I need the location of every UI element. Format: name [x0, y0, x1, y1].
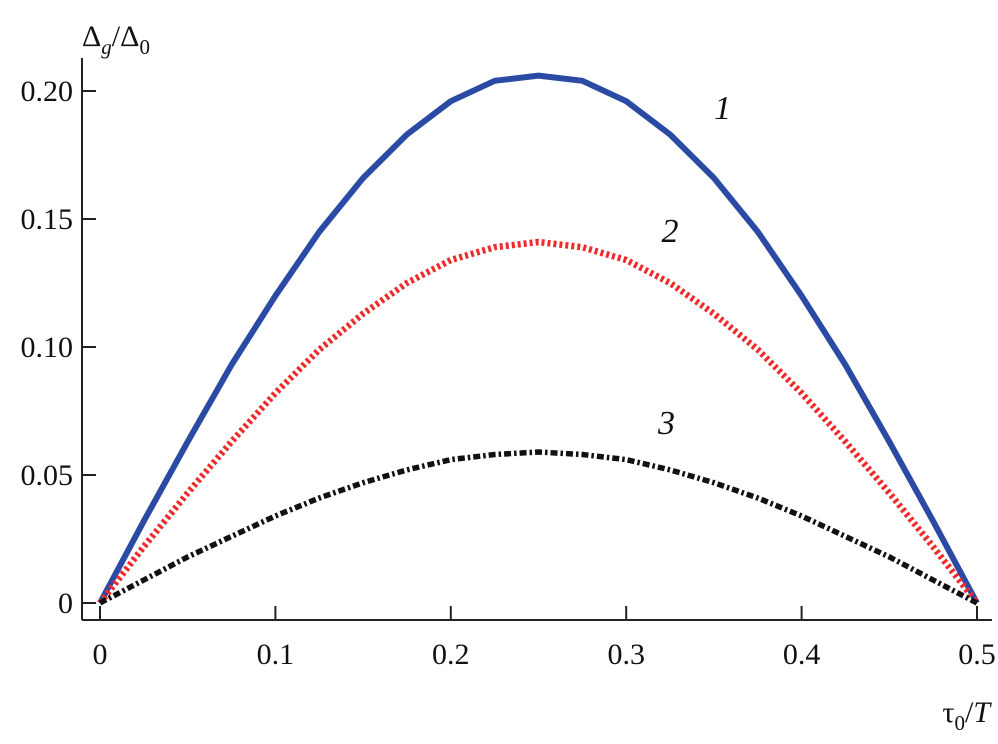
x-tick-label: 0: [93, 638, 108, 671]
y-tick-label: 0.20: [21, 75, 74, 108]
series-2-label: 2: [662, 213, 679, 250]
y-tick-label: 0.05: [21, 459, 74, 492]
x-tick-label: 0.2: [432, 638, 470, 671]
series-2-line: [97, 238, 980, 605]
series-3-line: [98, 449, 979, 606]
x-axis-title: τ0/T: [942, 696, 992, 735]
series-labels: 1 2 3: [657, 90, 731, 442]
y-ticks: 0 0.05 0.10 0.15 0.20: [21, 75, 96, 620]
axes: [81, 58, 992, 621]
y-axis-title: Δg/Δ0: [82, 20, 150, 59]
y-tick-label: 0.15: [21, 203, 74, 236]
x-tick-label: 0.4: [783, 638, 821, 671]
series-layer: [97, 72, 980, 606]
x-tick-label: 0.3: [607, 638, 645, 671]
x-ticks: 0 0.1 0.2 0.3 0.4 0.5: [93, 606, 996, 671]
x-tick-label: 0.1: [257, 638, 295, 671]
series-1-label: 1: [714, 90, 731, 127]
y-tick-label: 0.10: [21, 331, 74, 364]
series-1-line: [97, 72, 980, 605]
series-3-label: 3: [657, 405, 675, 442]
x-tick-label: 0.5: [958, 638, 996, 671]
y-tick-label: 0: [58, 587, 73, 620]
